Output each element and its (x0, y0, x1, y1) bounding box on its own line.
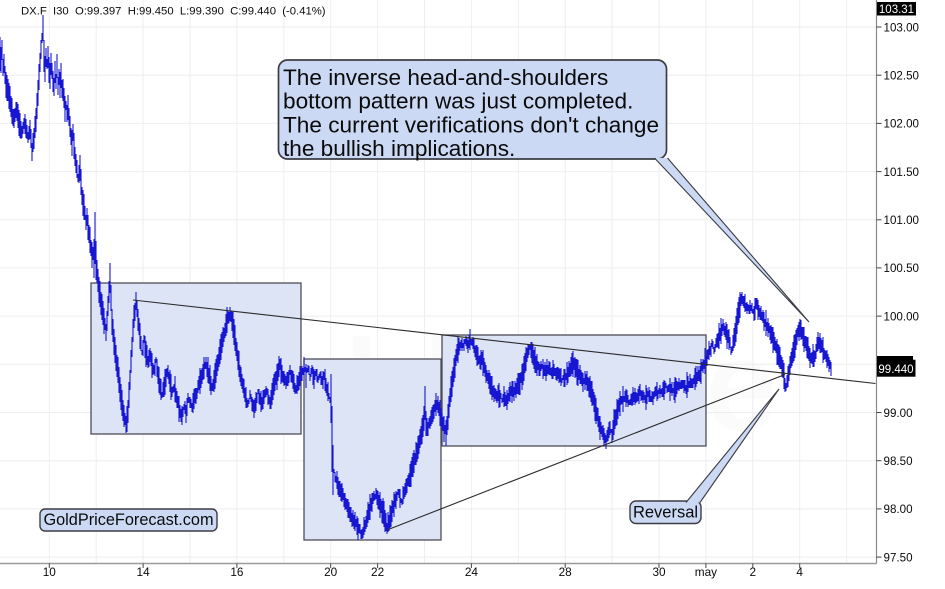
svg-text:30: 30 (652, 565, 666, 579)
svg-text:97.50: 97.50 (884, 551, 913, 564)
svg-text:16: 16 (230, 565, 244, 579)
svg-text:24: 24 (465, 565, 479, 579)
svg-text:103.00: 103.00 (884, 21, 919, 34)
svg-text:22: 22 (371, 565, 384, 579)
svg-text:may: may (695, 565, 717, 579)
svg-text:101.50: 101.50 (884, 166, 919, 179)
svg-text:103.31: 103.31 (879, 4, 914, 16)
svg-text:4: 4 (796, 565, 803, 579)
svg-text:100.00: 100.00 (884, 310, 919, 323)
svg-text:101.00: 101.00 (884, 214, 919, 227)
svg-text:10: 10 (43, 565, 57, 579)
svg-text:DX.F I30 O:99.397 H:99.450: DX.F I30 O:99.397 H:99.450 L:99.390 C:99… (21, 6, 326, 18)
svg-text:100.50: 100.50 (884, 262, 919, 275)
svg-text:Reversal: Reversal (633, 504, 698, 522)
svg-text:14: 14 (137, 565, 151, 579)
svg-text:98.00: 98.00 (884, 503, 913, 516)
svg-text:102.50: 102.50 (884, 70, 919, 83)
svg-text:2: 2 (750, 565, 757, 579)
svg-text:The current verifications don': The current verifications don't change (283, 112, 659, 137)
svg-text:the bullish implications.: the bullish implications. (283, 136, 515, 161)
svg-text:99.00: 99.00 (884, 407, 913, 420)
svg-text:GoldPriceForecast.com: GoldPriceForecast.com (43, 511, 213, 529)
svg-text:98.50: 98.50 (884, 455, 913, 468)
svg-text:28: 28 (559, 565, 573, 579)
svg-text:102.00: 102.00 (884, 118, 919, 131)
svg-text:99.440: 99.440 (878, 364, 913, 376)
svg-text:bottom pattern was just comple: bottom pattern was just completed. (283, 89, 633, 114)
svg-text:The inverse head-and-shoulders: The inverse head-and-shoulders (283, 65, 608, 90)
svg-text:20: 20 (324, 565, 338, 579)
